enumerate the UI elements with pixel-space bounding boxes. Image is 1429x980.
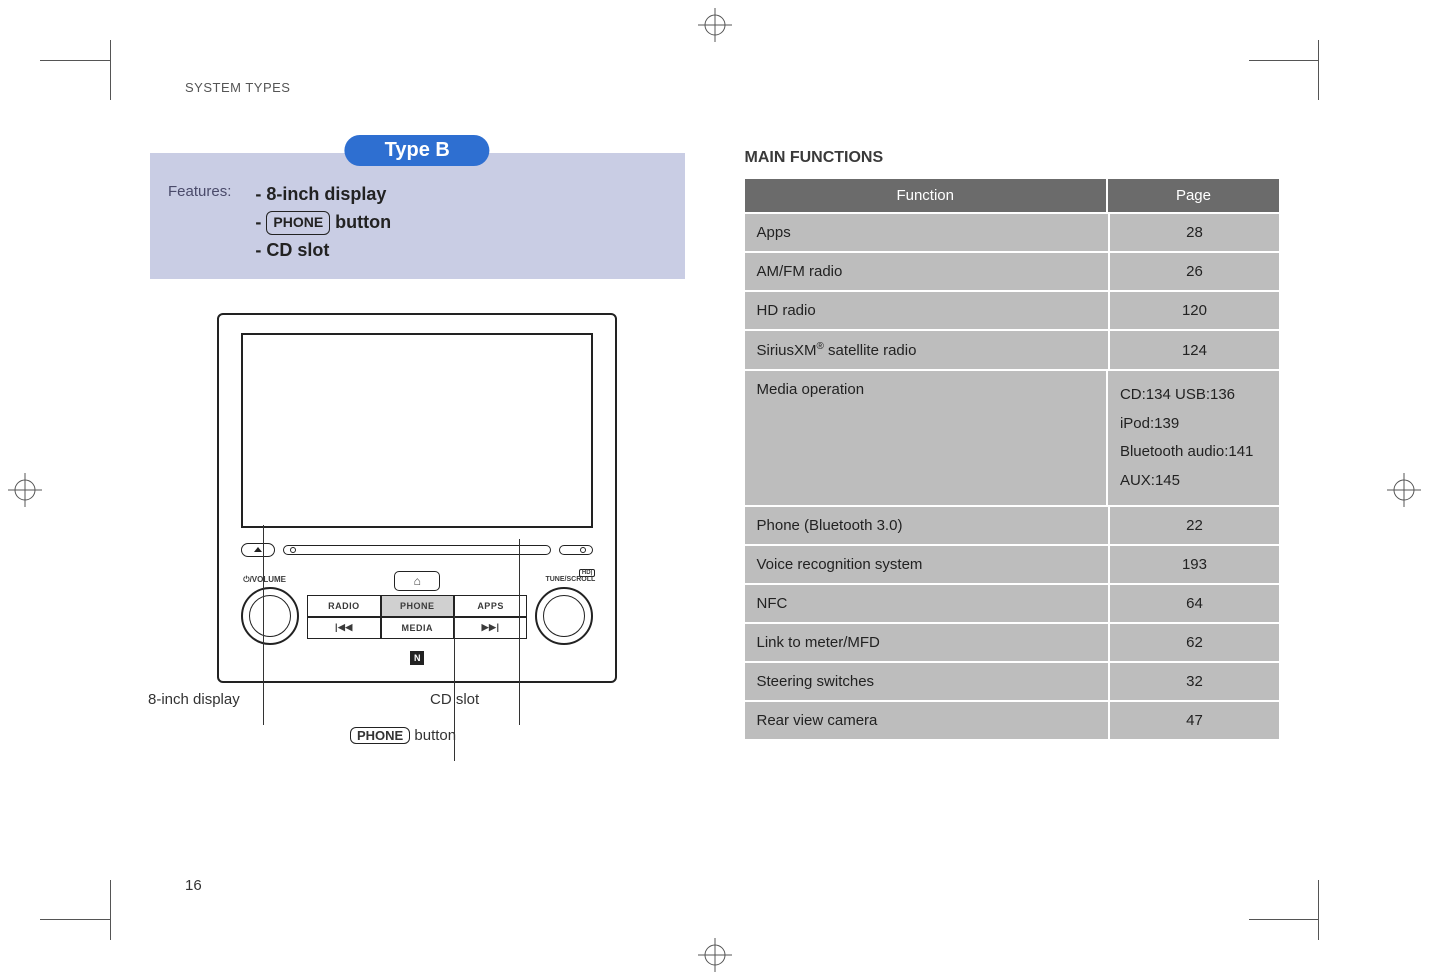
fn-cell: SiriusXM® satellite radio [745,331,1108,369]
fn-cell: NFC [745,585,1108,622]
crop-mark [1318,880,1319,940]
fn-cell: Apps [745,214,1108,251]
crop-mark [110,880,111,940]
feature-item: - 8-inch display [255,181,391,209]
table-row: Voice recognition system193 [745,546,1280,583]
head-unit-outline: ⏻/VOLUME HD|TUNE/SCROLL ⌂ RADIO PHONE AP… [217,313,617,683]
table-row: NFC64 [745,585,1280,622]
device-diagram: ⏻/VOLUME HD|TUNE/SCROLL ⌂ RADIO PHONE AP… [150,313,685,683]
fn-cell: AM/FM radio [745,253,1108,290]
page-cell: 62 [1108,624,1279,661]
features-label: Features: [168,183,231,200]
feature-list: - 8-inch display - PHONE button - CD slo… [255,181,391,265]
eject-button-icon [241,543,275,557]
fn-cell: Voice recognition system [745,546,1108,583]
right-column: MAIN FUNCTIONS Function Page Apps28 AM/F… [745,135,1280,741]
callout-text: button [410,727,456,744]
page-cell: 28 [1108,214,1279,251]
phone-pill-icon: PHONE [350,727,410,744]
table-row: Phone (Bluetooth 3.0)22 [745,507,1280,544]
crop-mark [1249,60,1319,61]
callout-cd: CD slot [430,691,479,708]
prev-button: |◀◀ [307,617,380,639]
page-cell: 120 [1108,292,1279,329]
table-row: Link to meter/MFD62 [745,624,1280,661]
media-line: Bluetooth audio:141 AUX:145 [1120,443,1253,489]
table-row: Steering switches32 [745,663,1280,700]
apps-button: APPS [454,595,527,617]
callout-phone: PHONE button [350,727,456,744]
aux-slot-icon [559,545,593,555]
page-cell: 124 [1108,331,1279,369]
button-grid: RADIO PHONE APPS |◀◀ MEDIA ▶▶| [307,595,527,639]
feature-item: - PHONE button [255,209,391,237]
page-cell: 64 [1108,585,1279,622]
fn-cell: Rear view camera [745,702,1108,739]
tune-label: HD|TUNE/SCROLL [545,569,595,583]
registration-mark [698,8,732,42]
tune-knob-icon [535,587,593,645]
registration-mark [1387,473,1421,507]
crop-mark [40,919,110,920]
media-line: CD:134 USB:136 iPod:139 [1120,386,1235,432]
section-header: SYSTEM TYPES [185,80,1299,95]
page-cell: 22 [1108,507,1279,544]
registration-mark [698,938,732,972]
media-button: MEDIA [381,617,454,639]
main-functions-title: MAIN FUNCTIONS [745,149,1280,167]
table-row-media: Media operation CD:134 USB:136 iPod:139 … [745,371,1280,505]
page-cell: 47 [1108,702,1279,739]
table-header-row: Function Page [745,179,1280,212]
table-row: AM/FM radio26 [745,253,1280,290]
registration-mark [8,473,42,507]
phone-pill-icon: PHONE [266,211,330,235]
crop-mark [1249,919,1319,920]
type-tab: Type B [345,135,490,166]
page-cell: 193 [1108,546,1279,583]
nfc-icon: N [410,651,424,665]
fn-cell: Media operation [745,371,1108,505]
th-page: Page [1108,179,1279,212]
next-button: ▶▶| [454,617,527,639]
page-cell: 32 [1108,663,1279,700]
home-button-icon: ⌂ [394,571,440,591]
cd-slot-icon [283,545,551,555]
page-cell: 26 [1108,253,1279,290]
main-functions-table: Function Page Apps28 AM/FM radio26 HD ra… [745,177,1280,741]
table-row: HD radio120 [745,292,1280,329]
feature-prefix: - [255,212,266,232]
page-content: SYSTEM TYPES Type B Features: - 8-inch d… [130,80,1299,900]
callout-display: 8-inch display [148,691,240,708]
media-values-cell: CD:134 USB:136 iPod:139 Bluetooth audio:… [1108,371,1279,505]
leader-line [263,525,264,725]
fn-cell: HD radio [745,292,1108,329]
crop-mark [40,60,110,61]
phone-button: PHONE [381,595,454,617]
leader-line [519,539,520,725]
feature-item: - CD slot [255,237,391,265]
left-column: Type B Features: - 8-inch display - PHON… [150,135,685,741]
table-row: Rear view camera47 [745,702,1280,739]
feature-suffix: button [330,212,391,232]
fn-cell: Steering switches [745,663,1108,700]
crop-mark [110,40,111,100]
page-number: 16 [185,877,202,894]
volume-knob-icon [241,587,299,645]
type-feature-box: Type B Features: - 8-inch display - PHON… [150,153,685,279]
volume-label: ⏻/VOLUME [243,575,286,585]
table-row: Apps28 [745,214,1280,251]
fn-cell: Phone (Bluetooth 3.0) [745,507,1108,544]
th-function: Function [745,179,1108,212]
crop-mark [1318,40,1319,100]
radio-button: RADIO [307,595,380,617]
table-row: SiriusXM® satellite radio124 [745,331,1280,369]
display-screen [241,333,593,528]
fn-cell: Link to meter/MFD [745,624,1108,661]
